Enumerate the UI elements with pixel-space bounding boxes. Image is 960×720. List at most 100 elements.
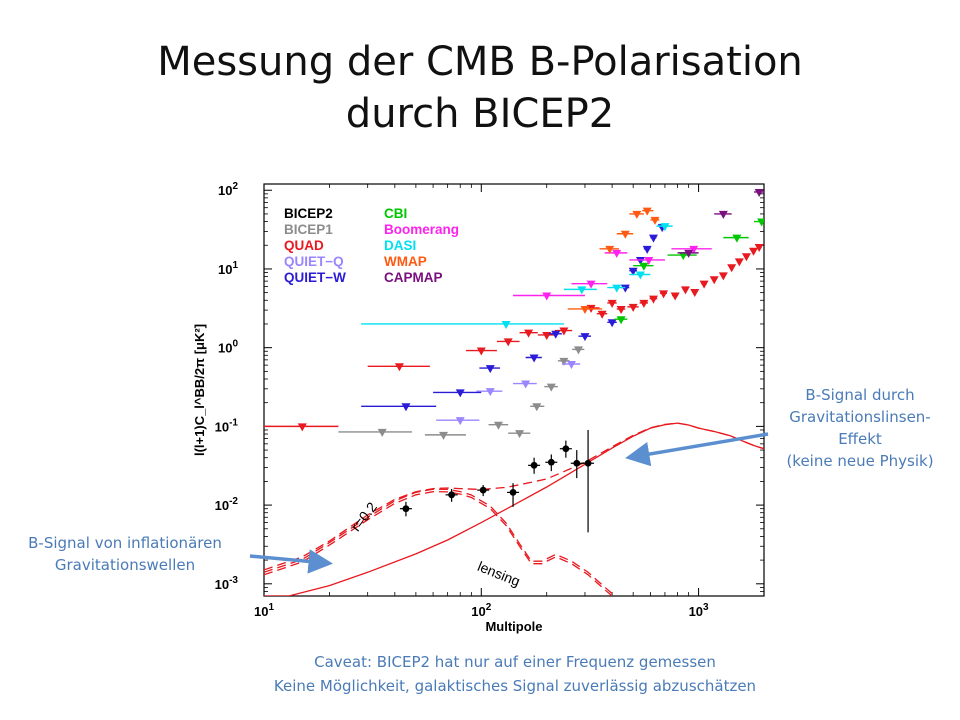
upper-limit-triangle (699, 280, 709, 289)
legend-entry: BICEP2 (284, 206, 333, 221)
upper-limit-triangle (734, 258, 744, 267)
upper-limit-triangle (394, 363, 404, 372)
upper-limit-triangle (749, 247, 759, 256)
upper-limit-triangle (680, 286, 690, 295)
upper-limit-triangle (515, 430, 525, 439)
upper-limit-triangle (377, 428, 387, 437)
bicep2-point (448, 491, 455, 499)
upper-limit-triangle (439, 431, 449, 440)
upper-limit-triangle (620, 230, 630, 239)
upper-limit-triangle (660, 223, 670, 232)
slide-title: Messung der CMB B-Polarisation durch BIC… (0, 36, 960, 140)
y-tick-label: 101 (218, 260, 238, 277)
upper-limit-triangle (620, 284, 630, 293)
annotation-lensing-line: Gravitationslinsen- (789, 408, 931, 426)
y-tick-label: 10-3 (215, 575, 239, 592)
annotation-inflation-line: B-Signal von inflationären (28, 534, 222, 552)
upper-limit-triangle (635, 256, 645, 265)
upper-limit-triangle (678, 252, 688, 261)
upper-limit-triangle (616, 316, 626, 325)
legend-entry: WMAP (384, 254, 427, 269)
upper-limit-triangle (455, 417, 465, 426)
annotation-lensing-line: B-Signal durch (805, 386, 915, 404)
upper-limit-triangle (607, 299, 617, 308)
bicep2-point (573, 459, 581, 467)
upper-limit-triangle (718, 272, 728, 281)
upper-limit-triangle (670, 292, 680, 301)
upper-limit-triangle (642, 245, 652, 254)
upper-limit-triangle (559, 357, 569, 366)
upper-limit-triangle (632, 210, 642, 219)
upper-limit-triangle (521, 380, 531, 389)
upper-limit-triangle (612, 284, 622, 293)
upper-limit-triangle (732, 234, 742, 243)
y-axis-label-text: l(l+1)C_l^BB/2π [μK²] (192, 324, 207, 456)
upper-limit-triangle (709, 276, 719, 285)
upper-limit-triangle (642, 207, 652, 216)
upper-limit-triangle (689, 245, 699, 254)
upper-limit-triangle (644, 256, 654, 265)
legend-entry: QUIET−W (284, 270, 346, 285)
bicep2-detections (399, 429, 595, 533)
upper-limit-triangle (532, 403, 542, 412)
x-tick-label: 102 (471, 602, 491, 619)
upper-limit-triangle (297, 423, 307, 432)
upper-limit-triangle (455, 389, 465, 398)
upper-limit-triangle (690, 288, 700, 297)
upper-limit-triangle (741, 253, 751, 262)
total-curve (264, 422, 764, 571)
legend-entry: DASI (384, 238, 416, 253)
upper-limit-triangle (551, 330, 561, 339)
upper-limit-triangle (648, 234, 658, 243)
upper-limit-triangle (559, 327, 569, 336)
upper-limit-triangle (635, 271, 645, 280)
upper-limit-triangle (607, 319, 617, 328)
upper-limit-triangle (639, 299, 649, 308)
upper-limit-triangle (529, 354, 539, 363)
annotation-lensing: B-Signal durch Gravitationslinsen- Effek… (770, 384, 950, 472)
slide-title-line1: Messung der CMB B-Polarisation (157, 39, 803, 85)
upper-limit-triangle (597, 310, 607, 319)
bicep2-point (562, 445, 570, 453)
caveat-line: Caveat: BICEP2 hat nur auf einer Frequen… (314, 653, 716, 671)
y-tick-label: 10-2 (215, 496, 239, 513)
bicep2-point (584, 459, 592, 467)
upper-limit-triangle (577, 286, 587, 295)
axis-ticks: 101 102 103 10-3 10-2 10-1 100 101 102 (215, 181, 765, 619)
tensor-curve-outline (264, 488, 613, 594)
caveat-line: Keine Möglichkeit, galaktisches Signal z… (273, 677, 757, 695)
bicep2-point (479, 486, 487, 494)
upper-limit-triangle (542, 331, 552, 340)
bicep2-point (509, 488, 517, 496)
upper-limit-triangle (501, 320, 511, 329)
upper-limit-triangle (485, 365, 495, 374)
upper-limit-markers (264, 188, 764, 440)
upper-limit-triangle (718, 210, 728, 219)
legend-entry: CBI (384, 206, 407, 221)
legend-entry: BICEP1 (284, 222, 333, 237)
y-tick-label: 100 (218, 339, 238, 356)
legend-entry: QUIET−Q (284, 254, 344, 269)
upper-limit-triangle (639, 262, 649, 271)
y-tick-label: 102 (218, 181, 238, 198)
annotation-lensing-line: Effekt (838, 430, 882, 448)
upper-limit-triangle (524, 329, 534, 338)
upper-limit-triangle (628, 303, 638, 312)
y-axis-label: l(l+1)C_l^BB/2π [μK²] (192, 324, 207, 456)
upper-limit-triangle (580, 305, 590, 314)
upper-limit-triangle (503, 338, 513, 347)
upper-limit-triangle (650, 216, 660, 225)
slide-title-line2: durch BICEP2 (345, 91, 615, 137)
upper-limit-triangle (648, 295, 658, 304)
upper-limit-triangle (628, 267, 638, 276)
upper-limit-triangle (566, 361, 576, 370)
upper-limit-triangle (573, 346, 583, 355)
upper-limit-triangle (616, 305, 626, 314)
upper-limit-triangle (493, 421, 503, 430)
y-tick-label: 10-1 (215, 417, 239, 434)
upper-limit-triangle (684, 249, 694, 258)
x-axis-label: Multipole (485, 619, 542, 634)
bicep2-point (530, 461, 538, 469)
upper-limit-triangle (757, 218, 764, 227)
